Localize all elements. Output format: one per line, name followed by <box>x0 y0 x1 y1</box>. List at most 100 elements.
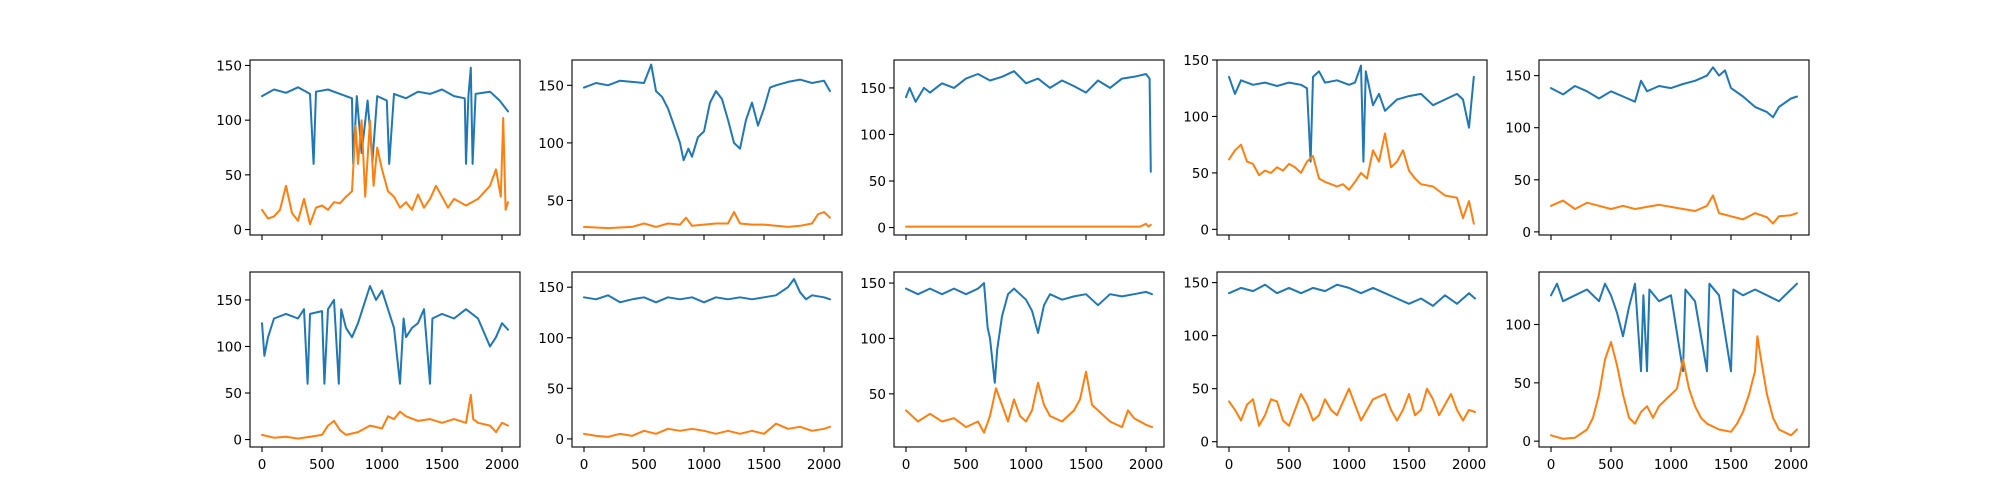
subplot-10-xtick-label-1: 0 <box>1547 457 1556 473</box>
subplot-5-ytick-label-2: 50 <box>1514 173 1531 189</box>
subplot-3-ytick-label-4: 150 <box>860 81 886 97</box>
subplot-3: 0 50 100 150 <box>860 59 1165 240</box>
subplot-8-xtick-label-1: 0 <box>902 457 911 473</box>
subplot-1-series-2-line <box>261 117 509 226</box>
subplot-9-xtick-label-3: 1000 <box>1332 457 1366 473</box>
subplot-10-xtick-label-5: 2000 <box>1774 457 1808 473</box>
subplot-1-ytick-label-4: 150 <box>216 58 242 74</box>
subplot-7-frame <box>571 271 843 448</box>
subplot-2: 50 100 150 <box>538 59 843 240</box>
subplot-9-ytick-label-3: 100 <box>1183 329 1209 345</box>
subplot-10-ytick-label-1: 0 <box>1522 434 1531 450</box>
subplot-7-series-2-line <box>583 422 831 438</box>
subplot-1-ytick-label-1: 0 <box>233 223 242 239</box>
subplot-4-series-1-line <box>1228 64 1475 163</box>
subplot-6: 0 500 1000 1500 2000 0 50 100 150 <box>216 271 521 473</box>
subplot-3-ytick-label-2: 50 <box>869 174 886 190</box>
subplot-9-series-1-line <box>1228 283 1476 307</box>
subplot-6-xtick-label-5: 2000 <box>485 457 519 473</box>
subplot-3-ytick-label-1: 0 <box>877 221 886 237</box>
subplot-9-frame <box>1216 271 1488 448</box>
subplot-7-ytick-label-1: 0 <box>555 432 564 448</box>
subplot-10-frame <box>1538 271 1810 448</box>
subplot-1-ytick-label-3: 100 <box>216 113 242 129</box>
subplot-9-xtick-label-1: 0 <box>1225 457 1234 473</box>
subplot-1-frame <box>249 59 521 236</box>
subplot-4-ytick-label-2: 50 <box>1192 166 1209 182</box>
subplot-6-xtick-label-2: 500 <box>309 457 335 473</box>
subplot-2-ytick-label-3: 150 <box>538 78 564 94</box>
subplot-8-series-2-line <box>905 370 1153 434</box>
subplot-8-ytick-label-2: 100 <box>860 331 886 347</box>
subplot-6-series-1-line <box>261 285 509 385</box>
subplot-2-series-1-line <box>583 63 831 162</box>
subplot-4-ytick-label-3: 100 <box>1183 109 1209 125</box>
subplot-10-xtick-label-4: 1500 <box>1714 457 1748 473</box>
subplot-3-frame <box>893 59 1165 236</box>
subplot-5-series-2-line <box>1550 194 1798 225</box>
subplot-3-series-2-line <box>905 222 1152 228</box>
subplot-2-frame <box>571 59 843 236</box>
subplot-5: 0 50 100 150 <box>1505 59 1810 241</box>
subplot-7-xtick-label-4: 1500 <box>747 457 781 473</box>
subplot-2-ytick-label-2: 100 <box>538 136 564 152</box>
subplot-6-xtick-label-1: 0 <box>258 457 267 473</box>
subplot-7-ytick-label-4: 150 <box>538 280 564 296</box>
subplot-7-xtick-label-2: 500 <box>631 457 657 473</box>
subplot-6-ytick-label-3: 100 <box>216 339 242 355</box>
subplot-9-series-2-line <box>1228 387 1476 427</box>
subplot-5-ytick-label-1: 0 <box>1522 225 1531 241</box>
subplot-5-ytick-label-4: 150 <box>1505 69 1531 85</box>
subplot-6-ytick-label-2: 50 <box>225 386 242 402</box>
subplot-9-ytick-label-1: 0 <box>1200 435 1209 451</box>
subplot-7-xtick-label-3: 1000 <box>687 457 721 473</box>
subplot-3-ytick-label-3: 100 <box>860 127 886 143</box>
subplot-10: 0 500 1000 1500 2000 0 50 100 <box>1505 271 1810 473</box>
subplot-5-frame <box>1538 59 1810 236</box>
subplot-8-frame <box>893 271 1165 448</box>
subplot-4-frame <box>1216 59 1488 236</box>
subplot-7-series-1-line <box>583 278 831 304</box>
subplot-6-series-2-line <box>261 393 509 440</box>
subplot-9-xtick-label-5: 2000 <box>1452 457 1486 473</box>
subplot-8-xtick-label-2: 500 <box>953 457 979 473</box>
subplot-2-ytick-label-1: 50 <box>547 193 564 209</box>
subplot-1: 0 50 100 150 <box>216 58 521 240</box>
subplot-4: 0 50 100 150 <box>1183 53 1488 240</box>
subplot-8-ytick-label-3: 150 <box>860 276 886 292</box>
subplot-8-xtick-label-5: 2000 <box>1129 457 1163 473</box>
subplot-7-ytick-label-2: 50 <box>547 381 564 397</box>
subplot-2-series-2-line <box>583 211 831 230</box>
subplot-10-series-2-line <box>1550 335 1798 440</box>
subplot-10-series-1-line <box>1550 282 1798 373</box>
subplot-9: 0 500 1000 1500 2000 0 50 100 150 <box>1183 271 1488 473</box>
subplot-9-xtick-label-2: 500 <box>1276 457 1302 473</box>
subplot-6-ytick-label-4: 150 <box>216 293 242 309</box>
subplot-5-ytick-label-3: 100 <box>1505 121 1531 137</box>
subplot-9-ytick-label-2: 50 <box>1192 382 1209 398</box>
subplot-10-ytick-label-2: 50 <box>1514 376 1531 392</box>
subplot-4-series-2-line <box>1228 132 1475 225</box>
subplot-3-series-1-line <box>905 70 1152 173</box>
subplot-10-ytick-label-3: 100 <box>1505 318 1531 334</box>
subplot-8: 0 500 1000 1500 2000 50 100 150 <box>860 271 1165 473</box>
subplot-8-series-1-line <box>905 282 1153 384</box>
subplot-6-xtick-label-3: 1000 <box>365 457 399 473</box>
subplot-7-xtick-label-5: 2000 <box>807 457 841 473</box>
subplot-10-xtick-label-3: 1000 <box>1654 457 1688 473</box>
subplot-5-series-1-line <box>1550 66 1798 119</box>
subplot-7-xtick-label-1: 0 <box>580 457 589 473</box>
subplot-8-ytick-label-1: 50 <box>869 387 886 403</box>
subplot-4-ytick-label-1: 0 <box>1200 222 1209 238</box>
subplot-6-ytick-label-1: 0 <box>233 433 242 449</box>
subplot-4-ytick-label-4: 150 <box>1183 53 1209 69</box>
subplot-1-ytick-label-2: 50 <box>225 168 242 184</box>
subplot-1-series-1-line <box>261 66 509 165</box>
subplot-8-xtick-label-4: 1500 <box>1069 457 1103 473</box>
subplot-7: 0 500 1000 1500 2000 0 50 100 150 <box>538 271 843 473</box>
subplot-9-xtick-label-4: 1500 <box>1392 457 1426 473</box>
subplot-6-xtick-label-4: 1500 <box>425 457 459 473</box>
subplot-9-ytick-label-4: 150 <box>1183 276 1209 292</box>
subplot-8-xtick-label-3: 1000 <box>1009 457 1043 473</box>
